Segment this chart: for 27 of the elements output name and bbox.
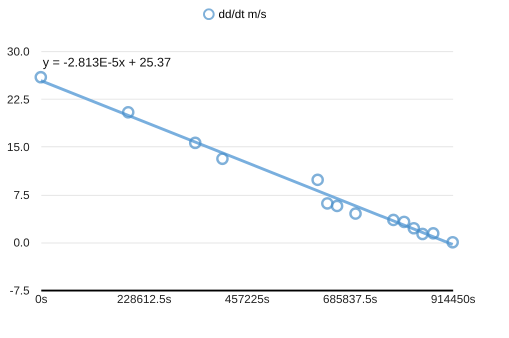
- point: [387, 214, 400, 226]
- x-tick-label: 228612.5s: [117, 293, 172, 306]
- x-tick-label: 457225s: [224, 293, 270, 306]
- y-tick-label: 15.0: [6, 141, 30, 154]
- point: [321, 197, 334, 210]
- x-tick-label: 685837.5s: [322, 293, 378, 306]
- point: [311, 174, 324, 186]
- point: [349, 207, 362, 220]
- x-tick-label: 0s: [35, 293, 48, 306]
- point: [330, 200, 344, 212]
- annotation: y = -2.813E-5x + 25.37: [42, 56, 172, 70]
- y-tick-label: -7.5: [10, 284, 30, 298]
- point: [446, 236, 459, 249]
- point: [188, 136, 202, 150]
- y-tick-label: 0.0: [13, 236, 30, 250]
- y-tick-label: 30.0: [6, 45, 30, 58]
- point: [416, 228, 429, 240]
- point: [398, 216, 410, 228]
- legend-label: dd/dt m/s: [218, 8, 267, 22]
- y-tick-label: 22.5: [6, 93, 30, 106]
- point: [426, 227, 440, 240]
- point: [122, 106, 135, 119]
- point: [34, 70, 48, 84]
- y-tick-label: 7.5: [13, 188, 30, 202]
- point: [216, 152, 229, 166]
- x-tick-label: 914450s: [430, 293, 476, 306]
- point: [408, 222, 420, 235]
